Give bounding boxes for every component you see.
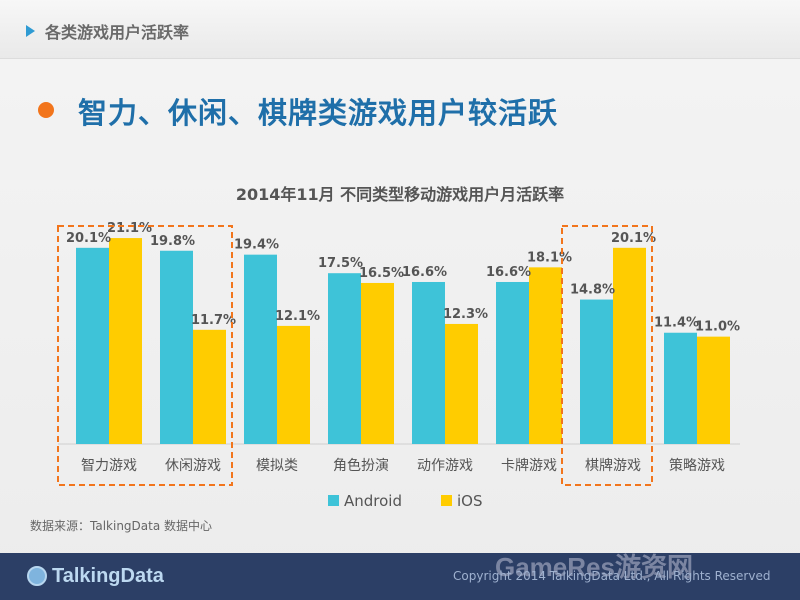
highlight-box-1 — [561, 225, 653, 486]
data-label-android-5: 16.6% — [486, 265, 531, 280]
legend-label-ios: iOS — [457, 492, 483, 510]
bar-android-4 — [412, 281, 445, 444]
bar-ios-5 — [529, 267, 562, 444]
category-label-2: 模拟类 — [256, 458, 298, 474]
category-label-1: 休闲游戏 — [165, 458, 221, 474]
category-label-3: 角色扮演 — [333, 457, 389, 474]
bar-ios-2 — [277, 325, 310, 444]
data-label-ios-3: 16.5% — [359, 266, 404, 281]
legend-swatch-ios — [441, 495, 452, 506]
data-label-android-1: 19.8% — [150, 234, 195, 249]
data-label-ios-4: 12.3% — [443, 307, 488, 322]
footer — [0, 553, 800, 600]
data-label-ios-0: 21.1% — [107, 221, 152, 236]
bar-android-7 — [664, 332, 697, 444]
data-label-ios-5: 18.1% — [527, 250, 572, 265]
chart-title: 2014年11月 不同类型移动游戏用户月活跃率 — [236, 185, 564, 204]
data-label-android-2: 19.4% — [234, 238, 279, 253]
copyright: Copyright 2014 TalkingData Ltd., All Rig… — [453, 569, 771, 583]
headline: 智力、休闲、棋牌类游戏用户较活跃 — [78, 96, 559, 130]
bullet-dot-icon — [38, 102, 54, 118]
bar-ios-0 — [109, 238, 142, 444]
logo-text: TalkingData — [52, 565, 164, 587]
bar-android-5 — [496, 281, 529, 444]
category-label-5: 卡牌游戏 — [501, 457, 557, 474]
data-label-android-4: 16.6% — [402, 265, 447, 280]
play-arrow-icon — [26, 25, 35, 37]
category-label-7: 策略游戏 — [669, 457, 725, 474]
bar-android-3 — [328, 273, 361, 444]
data-label-ios-1: 11.7% — [191, 313, 236, 328]
bar-android-0 — [76, 247, 109, 444]
data-label-android-7: 11.4% — [654, 316, 699, 331]
bar-ios-4 — [445, 323, 478, 444]
section-title: 各类游戏用户活跃率 — [45, 23, 190, 42]
top-bar: 各类游戏用户活跃率 — [0, 0, 800, 59]
legend-label-android: Android — [344, 492, 402, 510]
bar-ios-3 — [361, 282, 394, 444]
data-label-ios-2: 12.1% — [275, 309, 320, 324]
data-label-android-3: 17.5% — [318, 256, 363, 271]
data-label-android-6: 14.8% — [570, 283, 615, 298]
category-label-6: 棋牌游戏 — [585, 457, 641, 474]
source-note: 数据来源：TalkingData 数据中心 — [30, 519, 213, 533]
highlight-box-0 — [57, 225, 233, 486]
data-label-ios-7: 11.0% — [695, 320, 740, 335]
data-label-android-0: 20.1% — [66, 231, 111, 246]
bar-chart: 2014年11月 不同类型移动游戏用户月活跃率 20.1%21.1%智力游戏19… — [57, 185, 740, 510]
bar-android-6 — [580, 299, 613, 444]
talkingdata-logo-icon — [27, 566, 47, 586]
bar-android-2 — [244, 254, 277, 444]
category-label-0: 智力游戏 — [81, 458, 137, 474]
bar-android-1 — [160, 250, 193, 444]
data-label-ios-6: 20.1% — [611, 231, 656, 246]
watermark: GameRes游资网 — [495, 552, 693, 582]
bar-ios-1 — [193, 329, 226, 444]
legend-swatch-android — [328, 495, 339, 506]
bar-ios-7 — [697, 336, 730, 444]
category-label-4: 动作游戏 — [417, 458, 473, 474]
bar-ios-6 — [613, 247, 646, 444]
